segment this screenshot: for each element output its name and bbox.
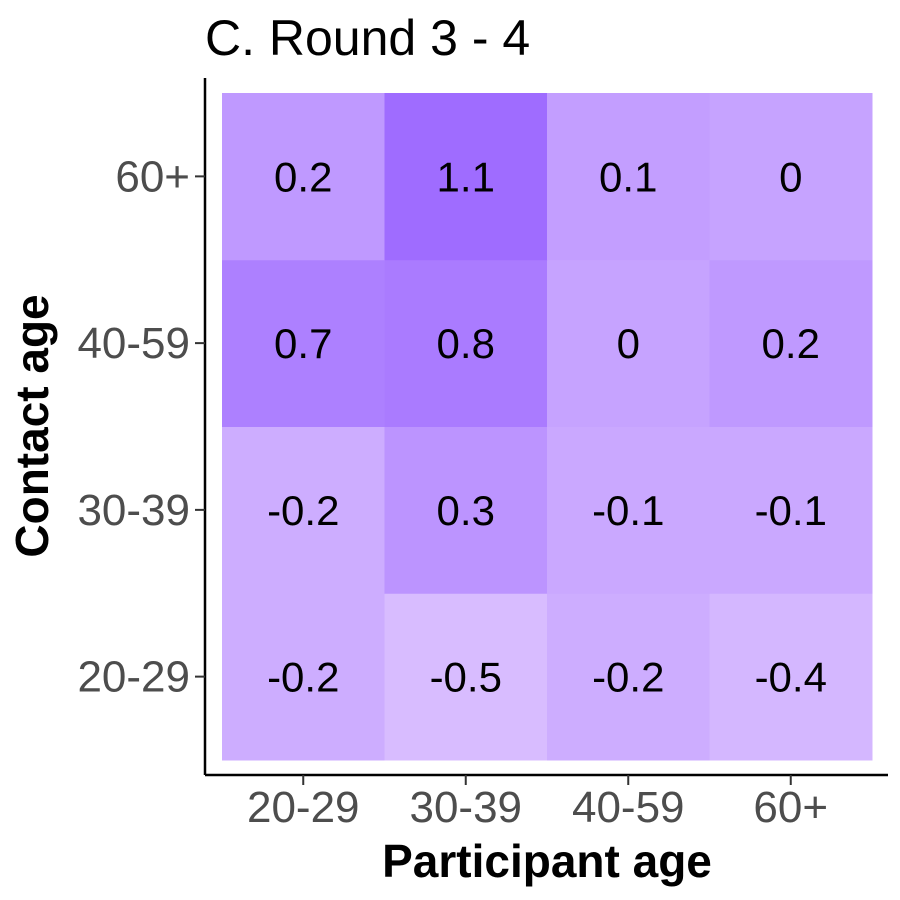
heatmap-cell xyxy=(547,93,710,261)
heatmap-cell-labels: -0.2 -0.5 -0.2 -0.4 -0.2 0.3 -0.1 -0.1 0.7 0.8 0 0.… xyxy=(267,153,827,700)
cell-value-label: 0.7 xyxy=(274,320,332,367)
y-axis-ticks: 20-29 30-39 40-59 60+ xyxy=(77,152,205,702)
cell-value-label: -0.2 xyxy=(267,487,339,534)
y-tick-label: 20-29 xyxy=(77,653,190,702)
cell-value-label: 0.8 xyxy=(437,320,495,367)
cell-value-label: 0.3 xyxy=(437,487,495,534)
cell-value-label: -0.2 xyxy=(592,654,664,701)
cell-value-label: -0.5 xyxy=(430,654,502,701)
cell-value-label: 0 xyxy=(617,320,640,367)
y-tick-label: 30-39 xyxy=(77,486,190,535)
x-axis-title: Participant age xyxy=(382,835,712,887)
y-axis-title: Contact age xyxy=(6,294,58,557)
y-tick-label: 40-59 xyxy=(77,319,190,368)
cell-value-label: -0.1 xyxy=(592,487,664,534)
heatmap-cell xyxy=(709,93,873,261)
x-tick-label: 40-59 xyxy=(572,783,685,832)
heatmap-cell xyxy=(547,593,710,761)
cell-value-label: 0 xyxy=(779,153,802,200)
x-tick-label: 20-29 xyxy=(247,783,360,832)
heatmap-cell xyxy=(222,259,385,427)
heatmap-cell xyxy=(709,426,873,594)
heatmap-cell xyxy=(222,93,385,261)
x-axis-ticks: 20-29 30-39 40-59 60+ xyxy=(247,775,828,832)
heatmap-cell xyxy=(709,259,873,427)
heatmap-cell xyxy=(222,593,385,761)
cell-value-label: 0.1 xyxy=(599,153,657,200)
heatmap-cell xyxy=(547,259,710,427)
heatmap-cell xyxy=(384,259,548,427)
heatmap-cell xyxy=(222,426,385,594)
cell-value-label: -0.2 xyxy=(267,654,339,701)
cell-value-label: -0.1 xyxy=(755,487,827,534)
heatmap-cells xyxy=(222,93,873,761)
cell-value-label: 0.2 xyxy=(274,153,332,200)
cell-value-label: -0.4 xyxy=(755,654,827,701)
heatmap-cell xyxy=(384,593,548,761)
heatmap-cell xyxy=(384,93,548,261)
chart-title: C. Round 3 - 4 xyxy=(205,10,530,66)
heatmap-cell xyxy=(709,593,873,761)
x-tick-label: 30-39 xyxy=(409,783,522,832)
heatmap-cell xyxy=(547,426,710,594)
y-tick-label: 60+ xyxy=(115,152,190,201)
x-tick-label: 60+ xyxy=(753,783,828,832)
cell-value-label: 0.2 xyxy=(762,320,820,367)
cell-value-label: 1.1 xyxy=(437,153,495,200)
heatmap-cell xyxy=(384,426,548,594)
